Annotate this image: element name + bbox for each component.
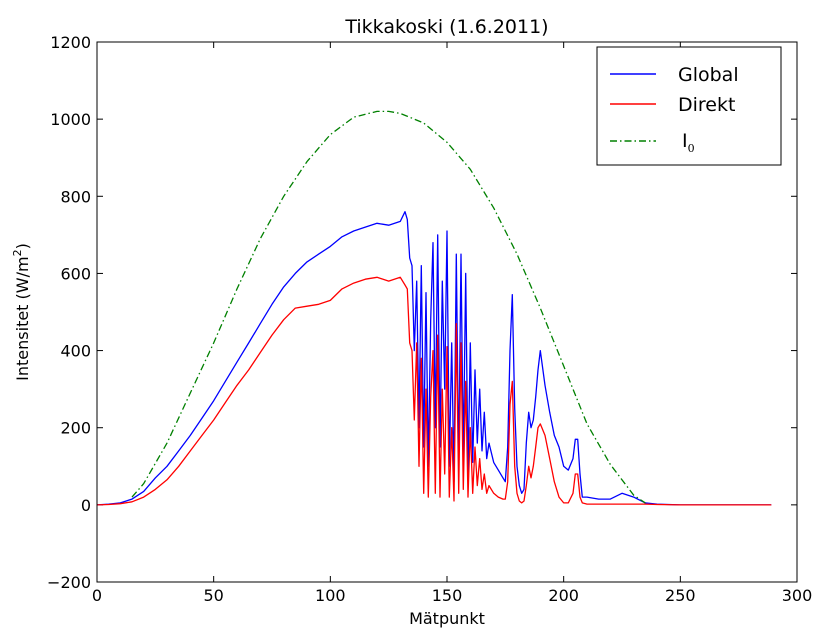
x-tick-label: 100 <box>315 586 346 605</box>
y-axis-title: Intensitet (W/m2) <box>11 243 32 381</box>
legend: Global Direkt I0 <box>596 46 782 166</box>
y-tick-label: 0 <box>81 496 91 515</box>
plot-frame <box>96 41 798 583</box>
y-tick-label: 600 <box>60 264 91 283</box>
x-tick-label: 250 <box>665 586 696 605</box>
tick-labels: 0 50 100 150 200 250 300−200020040060080010001… <box>47 33 812 605</box>
x-tick-label: 300 <box>782 586 813 605</box>
y-tick-label: 1200 <box>50 33 91 52</box>
y-tick-label: 400 <box>60 342 91 361</box>
x-tick-label: 0 <box>92 586 102 605</box>
x-tick-label: 50 <box>203 586 223 605</box>
x-tick-label: 150 <box>432 586 463 605</box>
legend-label-i0: I0 <box>682 130 695 155</box>
x-tick-label: 200 <box>548 586 579 605</box>
series-line-direkt <box>96 276 772 506</box>
chart-title: Tikkakoski (1.6.2011) <box>344 16 548 38</box>
y-tick-label: 200 <box>60 419 91 438</box>
series-line-global <box>96 211 772 506</box>
series-lines <box>96 110 772 506</box>
y-tick-label: −200 <box>47 573 91 592</box>
legend-label-global: Global <box>678 64 739 86</box>
x-axis-title: Mätpunkt <box>409 609 485 628</box>
y-tick-label: 800 <box>60 187 91 206</box>
series-line-i0 <box>131 110 646 504</box>
legend-box <box>596 46 782 166</box>
legend-label-direkt: Direkt <box>678 94 735 116</box>
y-tick-label: 1000 <box>50 110 91 129</box>
